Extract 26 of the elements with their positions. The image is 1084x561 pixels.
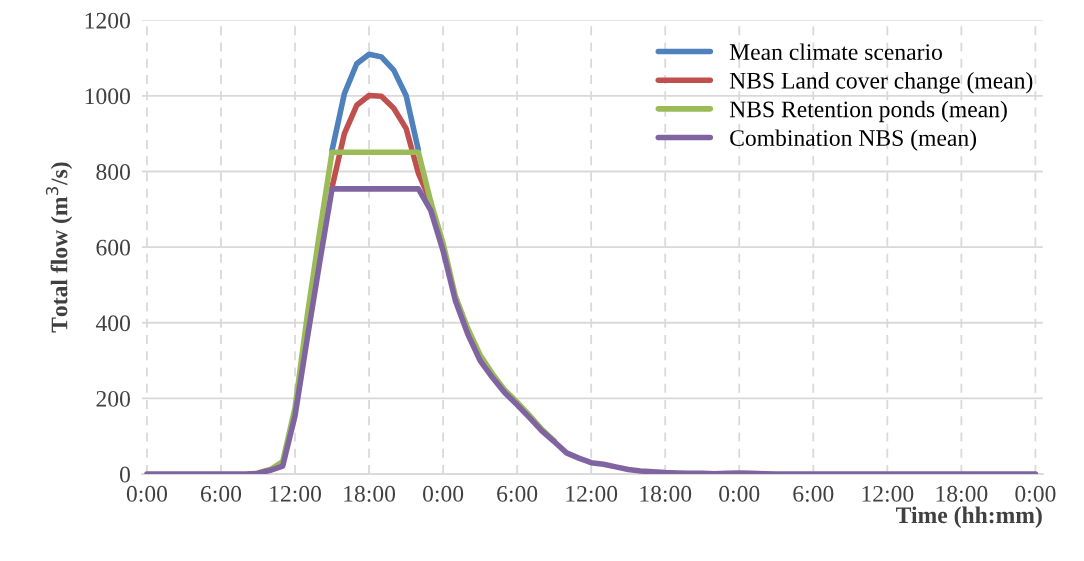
legend-label: NBS Retention ponds (mean) <box>729 100 1007 123</box>
y-tick-label: 800 <box>96 163 130 180</box>
y-tick-label: 200 <box>96 390 130 407</box>
x-tick-label: 0:00 <box>423 485 464 502</box>
x-tick-label: 12:00 <box>270 485 322 502</box>
legend-label: NBS Land cover change (mean) <box>729 72 1033 94</box>
y-tick-label: 400 <box>95 315 130 332</box>
x-tick-label: 0:00 <box>1015 485 1056 502</box>
x-tick-label: 0:00 <box>719 485 760 502</box>
x-tick-label: 6:00 <box>497 485 538 502</box>
legend-label: Mean climate scenario <box>729 43 942 61</box>
x-tick-label: 12:00 <box>862 485 914 502</box>
x-tick-label: 12:00 <box>566 485 618 502</box>
x-tick-label: 0:00 <box>126 485 168 502</box>
x-tick-label: 6:00 <box>793 485 834 502</box>
y-tick-label: 0 <box>119 466 130 483</box>
y-axis-title: Total flow (m$^{3}$/s) <box>45 162 73 333</box>
y-tick-label: 1200 <box>85 12 130 29</box>
x-tick-label: 6:00 <box>201 485 242 502</box>
y-tick-label: 600 <box>96 239 130 256</box>
x-tick-label: 18:00 <box>936 485 988 502</box>
x-tick-label: 18:00 <box>640 485 692 502</box>
y-tick-label: 1000 <box>85 88 130 105</box>
x-axis-title: Time (hh:mm) <box>896 506 1042 528</box>
legend-label: Combination NBS (mean) <box>730 129 977 151</box>
x-tick-label: 18:00 <box>344 485 396 502</box>
